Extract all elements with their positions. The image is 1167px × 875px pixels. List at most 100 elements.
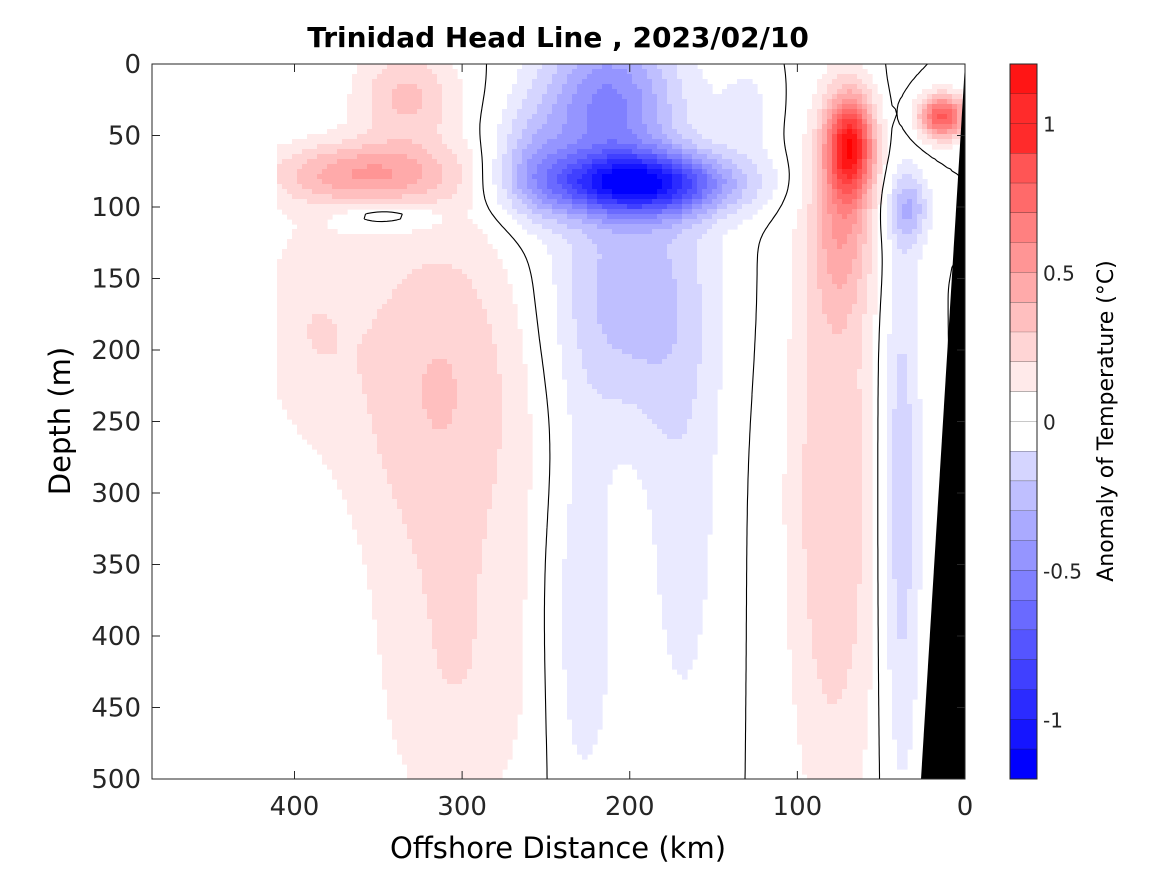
field-cell	[317, 289, 323, 295]
field-cell	[542, 89, 548, 95]
field-cell	[757, 194, 763, 200]
field-cell	[507, 299, 513, 305]
field-cell	[287, 199, 293, 205]
field-cell	[902, 299, 908, 305]
field-cell	[882, 154, 888, 160]
field-cell	[757, 104, 763, 110]
field-cell	[597, 119, 603, 125]
field-cell	[367, 264, 373, 270]
field-cell	[287, 159, 293, 165]
field-cell	[892, 224, 898, 230]
field-cell	[642, 209, 648, 215]
field-cell	[617, 94, 623, 100]
field-cell	[647, 64, 653, 70]
field-cell	[912, 164, 918, 170]
field-cell	[417, 239, 423, 245]
field-cell	[592, 214, 598, 220]
field-cell	[862, 79, 868, 85]
field-cell	[567, 289, 573, 295]
field-cell	[732, 94, 738, 100]
field-cell	[852, 219, 858, 225]
field-cell	[577, 109, 583, 115]
field-cell	[452, 189, 458, 195]
field-cell	[507, 149, 513, 155]
field-cell	[887, 224, 893, 230]
field-cell	[722, 164, 728, 170]
field-cell	[402, 99, 408, 105]
field-cell	[352, 269, 358, 275]
field-cell	[752, 194, 758, 200]
field-cell	[437, 284, 443, 290]
field-cell	[372, 274, 378, 280]
field-cell	[352, 149, 358, 155]
field-cell	[697, 124, 703, 130]
field-cell	[582, 104, 588, 110]
field-cell	[387, 184, 393, 190]
field-cell	[507, 169, 513, 175]
field-cell	[662, 234, 668, 240]
field-cell	[312, 149, 318, 155]
field-cell	[612, 239, 618, 245]
field-cell	[437, 79, 443, 85]
field-cell	[657, 289, 663, 295]
field-cell	[362, 164, 368, 170]
field-cell	[917, 204, 923, 210]
field-cell	[697, 129, 703, 135]
field-cell	[372, 74, 378, 80]
field-cell	[622, 219, 628, 225]
field-cell	[302, 264, 308, 270]
field-cell	[387, 84, 393, 90]
field-cell	[297, 274, 303, 280]
field-cell	[287, 279, 293, 285]
field-cell	[507, 199, 513, 205]
field-cell	[622, 159, 628, 165]
field-cell	[737, 124, 743, 130]
field-cell	[537, 194, 543, 200]
field-cell	[757, 159, 763, 165]
field-cell	[652, 94, 658, 100]
field-cell	[427, 234, 433, 240]
field-cell	[307, 154, 313, 160]
field-cell	[382, 299, 388, 305]
field-cell	[327, 199, 333, 205]
field-cell	[407, 139, 413, 145]
field-cell	[512, 114, 518, 120]
field-cell	[842, 194, 848, 200]
field-cell	[762, 194, 768, 200]
field-cell	[577, 99, 583, 105]
field-cell	[407, 64, 413, 70]
field-cell	[632, 294, 638, 300]
field-cell	[557, 239, 563, 245]
field-cell	[597, 74, 603, 80]
field-cell	[862, 259, 868, 265]
field-cell	[347, 114, 353, 120]
field-cell	[822, 114, 828, 120]
field-cell	[892, 174, 898, 180]
field-cell	[572, 259, 578, 265]
field-cell	[677, 224, 683, 230]
field-cell	[457, 284, 463, 290]
field-cell	[417, 139, 423, 145]
field-cell	[942, 89, 948, 95]
field-cell	[737, 84, 743, 90]
field-cell	[332, 139, 338, 145]
field-cell	[492, 289, 498, 295]
field-cell	[472, 299, 478, 305]
field-cell	[477, 299, 483, 305]
field-cell	[692, 264, 698, 270]
field-cell	[722, 229, 728, 235]
field-cell	[387, 89, 393, 95]
field-cell	[637, 289, 643, 295]
field-cell	[587, 304, 593, 310]
field-cell	[497, 129, 503, 135]
field-cell	[467, 199, 473, 205]
field-cell	[707, 84, 713, 90]
field-cell	[837, 209, 843, 215]
field-cell	[297, 184, 303, 190]
field-cell	[767, 184, 773, 190]
field-cell	[457, 104, 463, 110]
field-cell	[312, 264, 318, 270]
field-cell	[552, 144, 558, 150]
field-cell	[302, 299, 308, 305]
field-cell	[642, 79, 648, 85]
